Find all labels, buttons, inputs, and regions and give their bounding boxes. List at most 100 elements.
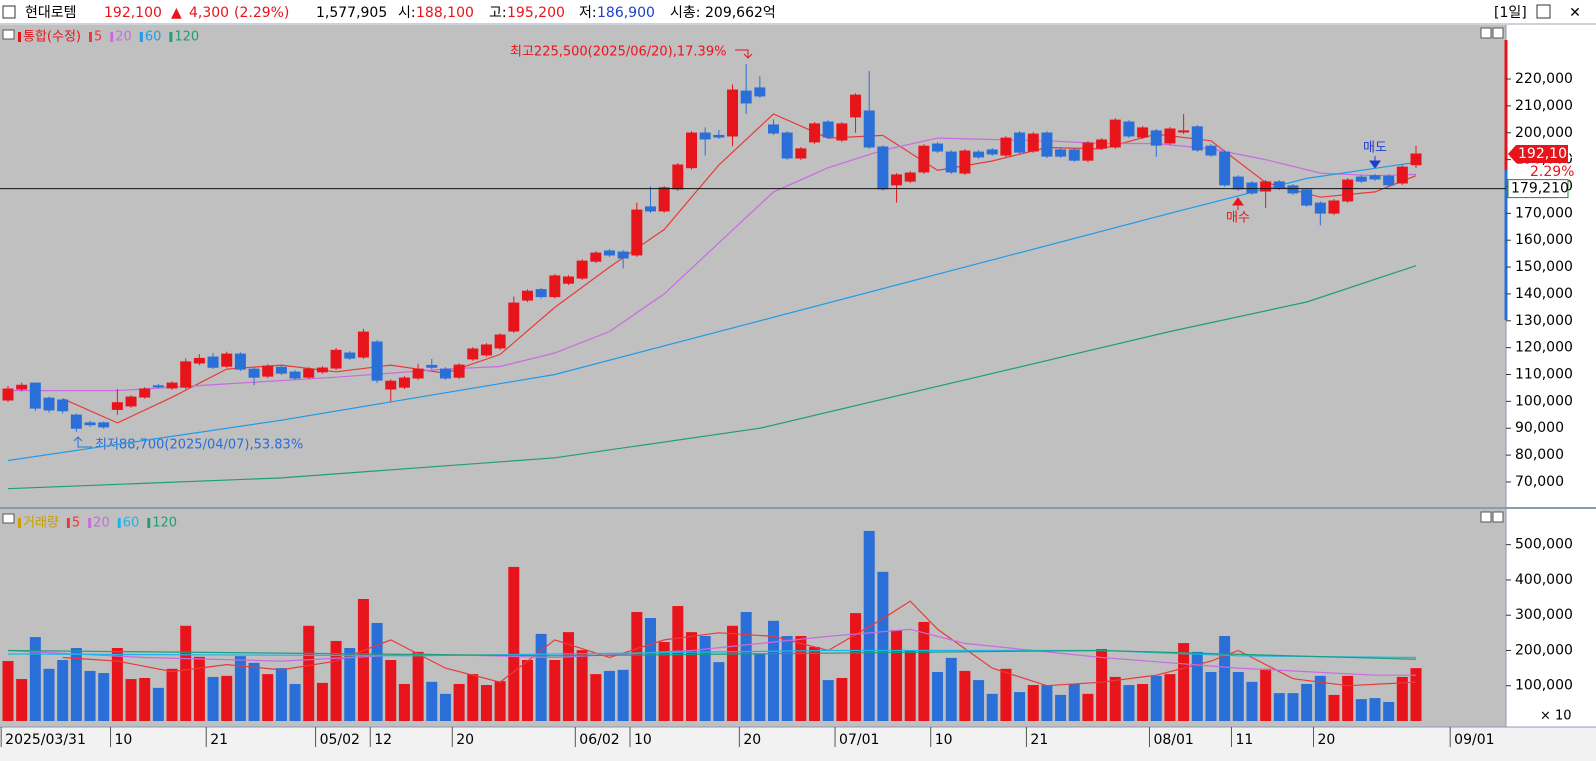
volume-bar — [918, 621, 930, 721]
volume-bar — [562, 632, 574, 721]
price-tag — [1508, 144, 1568, 163]
volume-bar — [1383, 701, 1395, 721]
candle-body — [1219, 151, 1231, 186]
x-tick-label: 11 — [1235, 732, 1253, 748]
panel-max[interactable] — [1480, 27, 1492, 39]
candle-body — [1191, 126, 1203, 151]
candle-body — [603, 250, 615, 256]
volume-bar — [275, 668, 287, 721]
legend-swatch — [18, 518, 21, 528]
candle-body — [139, 388, 151, 398]
y-tick-label: 160,000 — [1515, 232, 1573, 248]
candle-body — [1014, 132, 1026, 153]
y-tick-label: 200,000 — [1515, 642, 1573, 658]
candle-body — [918, 145, 930, 173]
candle-body — [1314, 202, 1326, 214]
volume-bar — [330, 640, 342, 721]
price: 192,100 — [104, 5, 162, 21]
candle-body — [1328, 200, 1340, 214]
unit-label: × 10 — [1540, 709, 1572, 724]
volume-bar — [986, 693, 998, 721]
candle-body — [658, 187, 670, 212]
y-tick-label: 70,000 — [1515, 474, 1564, 490]
period[interactable]: [1일] — [1494, 5, 1527, 21]
y-tick-label: 170,000 — [1515, 205, 1573, 221]
volume-bar — [508, 566, 520, 721]
price-panel — [0, 25, 1506, 507]
volume-bar — [1219, 636, 1231, 721]
candle-body — [166, 382, 178, 389]
volume-bar — [795, 636, 807, 721]
candle-body — [945, 151, 957, 173]
low-annotation: 최저88,700(2025/04/07),53.83% — [95, 438, 303, 453]
legend-swatch — [139, 32, 143, 42]
volume-bar — [139, 677, 151, 721]
reference-tag — [1507, 179, 1569, 199]
y-tick-label: 120,000 — [1515, 340, 1573, 356]
open-label: 시: — [398, 5, 416, 21]
candle-body — [1410, 153, 1422, 166]
cap-value: 209,662억 — [705, 5, 776, 21]
ma-line — [7, 649, 1417, 659]
legend-swatch — [88, 32, 92, 42]
x-tick-label: 05/02 — [320, 732, 360, 748]
legend-swatch — [88, 518, 92, 528]
candle-body — [1205, 145, 1217, 156]
panel-max[interactable] — [1480, 511, 1492, 523]
candle-body — [84, 422, 96, 426]
volume-bar — [535, 633, 547, 721]
candle-body — [398, 377, 410, 388]
window-button[interactable] — [1536, 4, 1551, 19]
panel-close[interactable] — [1492, 27, 1504, 39]
candle-body — [686, 132, 697, 169]
candle-body — [1396, 166, 1408, 184]
volume-bar — [193, 656, 205, 721]
candle-body — [631, 209, 643, 256]
legend-label: 60 — [123, 516, 140, 531]
volume-bar — [1410, 668, 1422, 721]
candle-body — [221, 353, 233, 367]
candle-body — [836, 123, 848, 141]
volume-bar — [43, 668, 55, 721]
low-value: 186,900 — [597, 5, 655, 21]
panel-icon[interactable] — [2, 29, 15, 40]
volume-bar — [29, 637, 41, 721]
candle-body — [727, 89, 739, 137]
panel-icon[interactable] — [2, 513, 15, 524]
x-tick-label: 20 — [743, 732, 761, 748]
volume-bar — [16, 679, 28, 721]
volume-bar — [439, 693, 451, 721]
volume-bar — [234, 656, 246, 721]
candle-body — [1273, 181, 1285, 189]
x-tick-label: 20 — [456, 732, 474, 748]
candle-body — [289, 371, 301, 379]
volume-bar — [1396, 676, 1408, 721]
legend-label: 20 — [115, 30, 132, 45]
y-tick-label: 400,000 — [1515, 572, 1573, 588]
volume-bar — [1082, 693, 1094, 721]
candle-body — [822, 121, 834, 138]
candle-body — [439, 368, 451, 379]
candle-body — [508, 302, 520, 332]
candle-body — [644, 206, 656, 212]
panel-close[interactable] — [1492, 511, 1504, 523]
candle-body — [1301, 189, 1313, 206]
candle-body — [672, 164, 684, 190]
candle-body — [207, 356, 219, 368]
candle-body — [1150, 130, 1162, 146]
volume-bar — [672, 606, 684, 721]
volume-bar — [809, 646, 821, 721]
candle-body — [234, 353, 246, 370]
volume-bar — [768, 620, 780, 721]
checkbox[interactable] — [2, 5, 16, 19]
volume-bar — [1164, 674, 1176, 721]
y-tick-label: 140,000 — [1515, 286, 1573, 302]
candle-body — [1232, 176, 1244, 190]
candle-body — [453, 364, 465, 378]
volume-bar — [1150, 675, 1162, 721]
date-row — [0, 727, 1596, 761]
x-tick-label: 06/02 — [579, 732, 619, 748]
candle-body — [2, 388, 14, 401]
close-button[interactable]: ✕ — [1569, 5, 1581, 21]
candle-body — [850, 94, 862, 118]
